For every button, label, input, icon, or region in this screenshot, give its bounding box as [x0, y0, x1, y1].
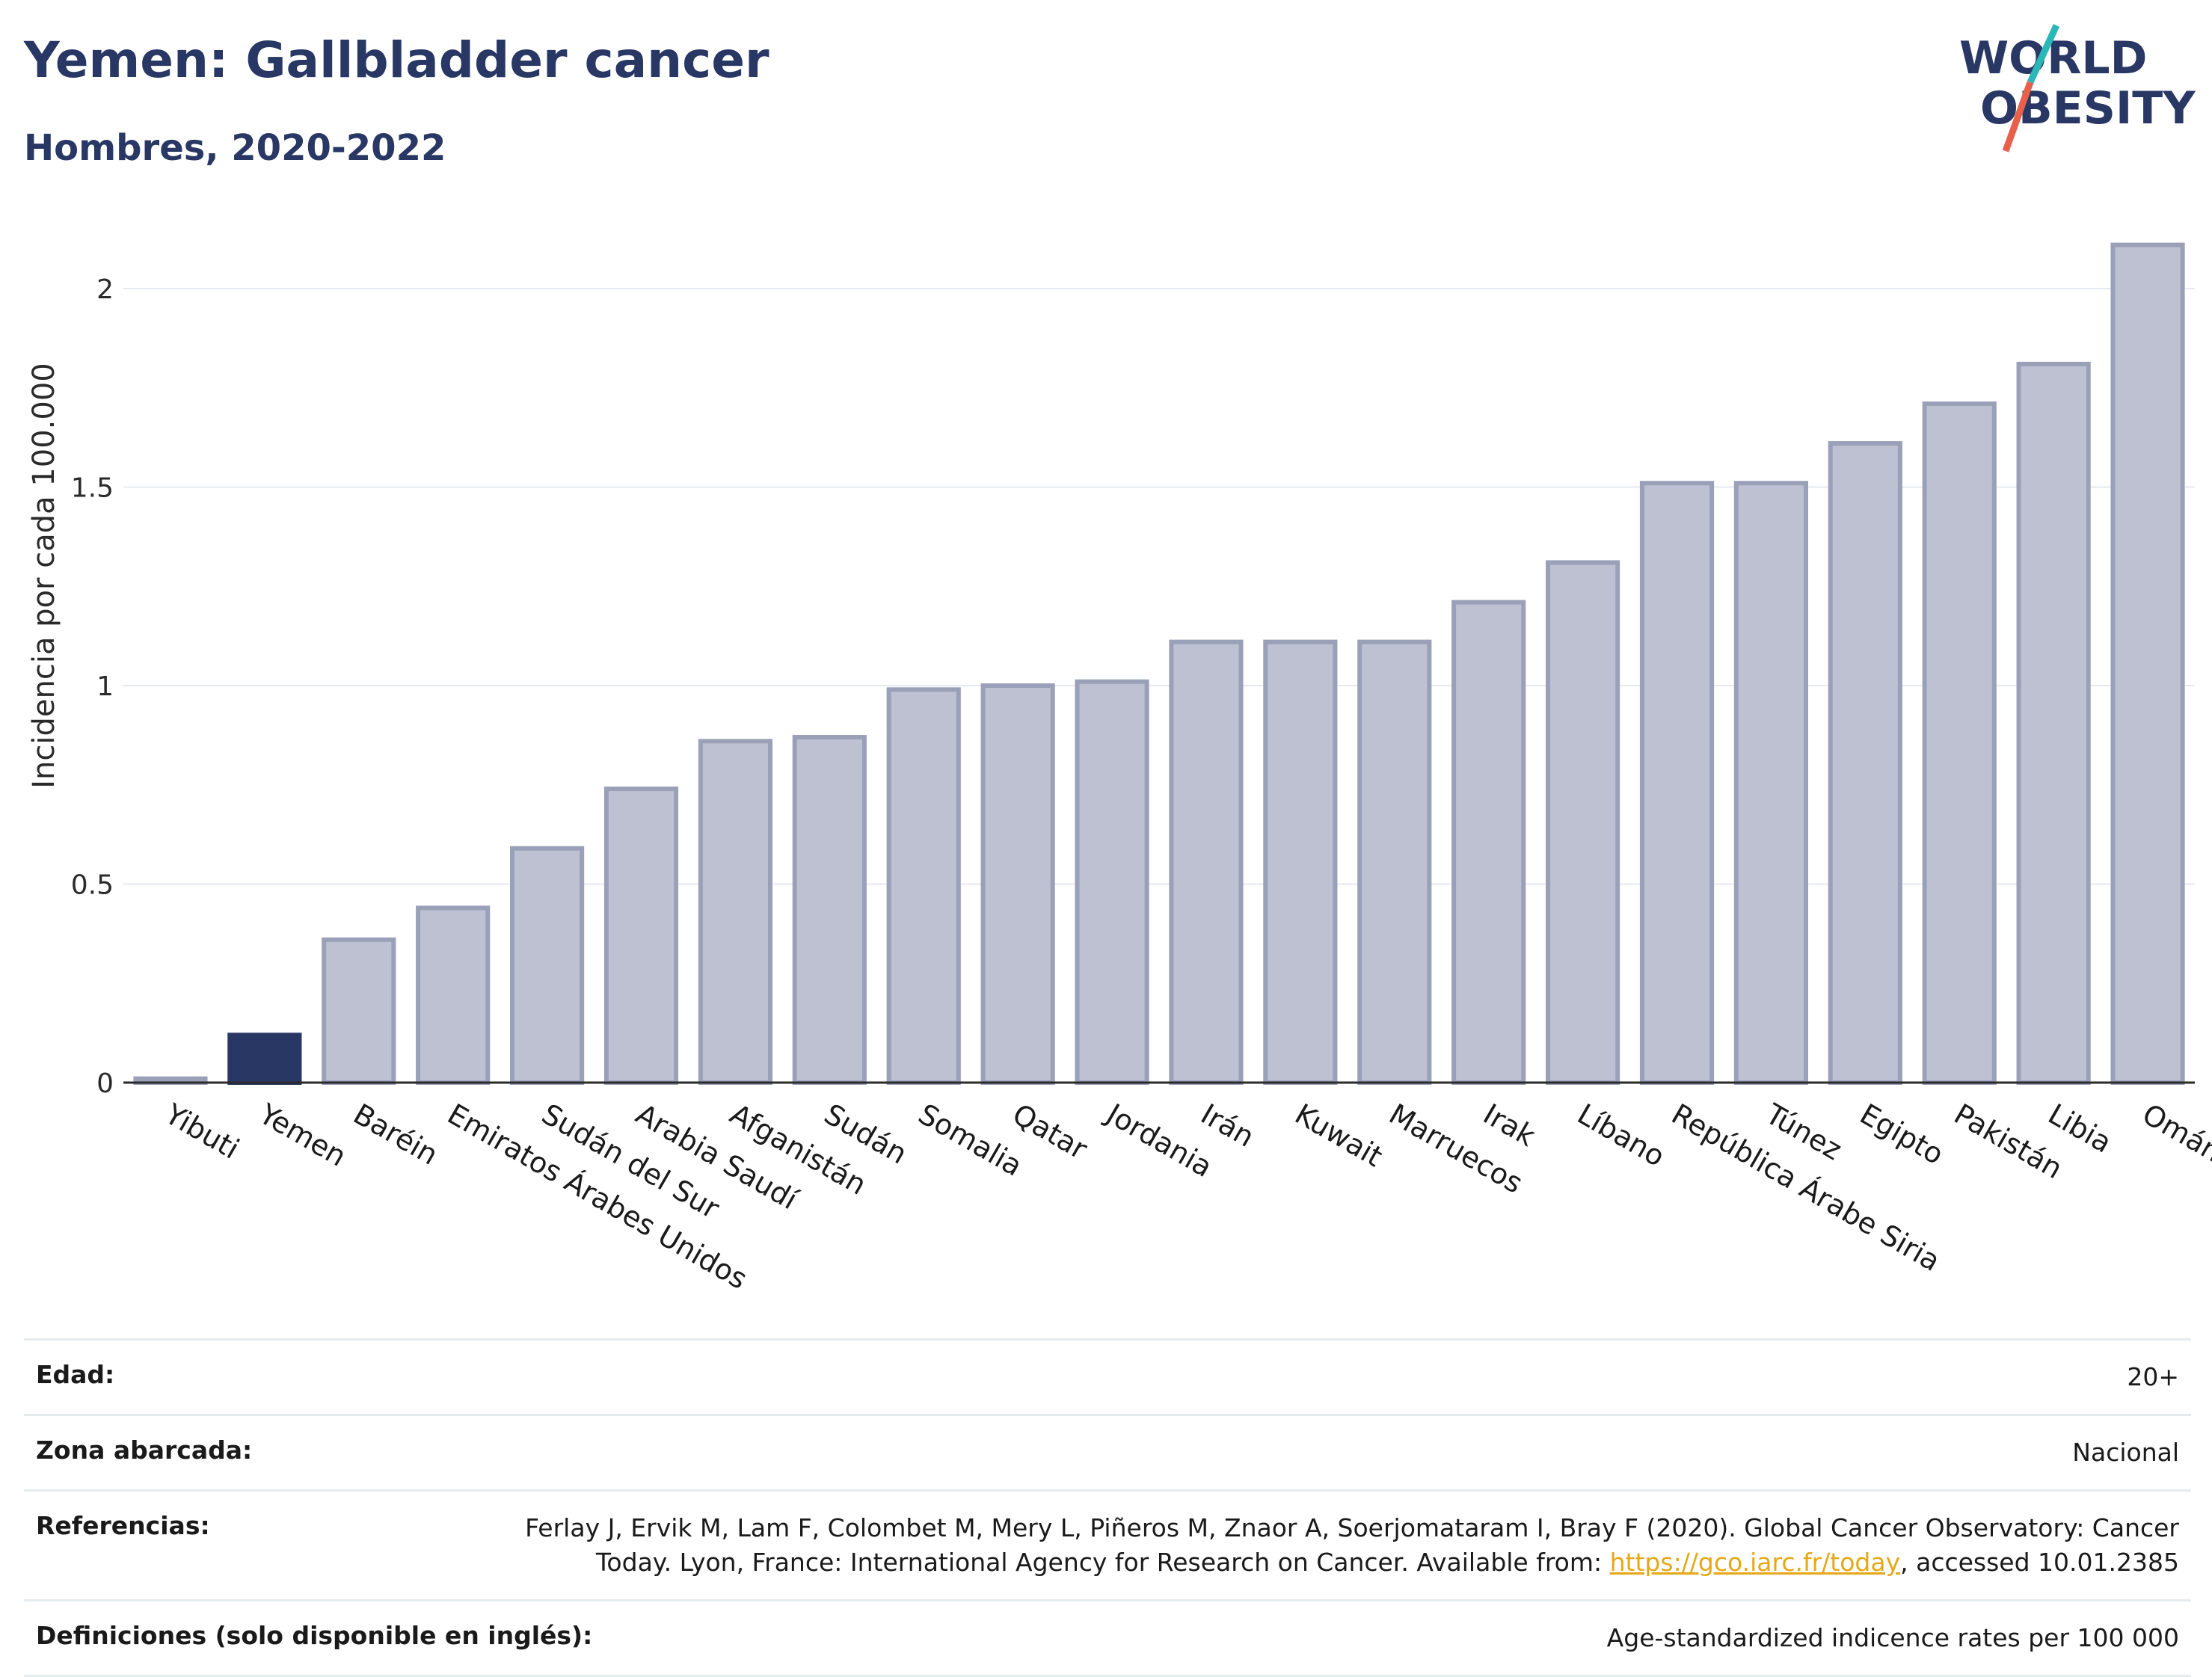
bar-afganistán — [698, 739, 772, 1086]
y-axis-ticks: 0 0.5 1 1.5 2 — [71, 274, 114, 1099]
meta-label-definitions: Definiciones (solo disponible en inglés)… — [36, 1621, 593, 1650]
x-tick-label: Egipto — [1855, 1098, 1950, 1172]
bars — [133, 242, 2185, 1086]
meta-value-age: 20+ — [2127, 1362, 2179, 1391]
meta-label-age: Edad: — [36, 1360, 115, 1389]
meta-row-age: Edad: 20+ — [24, 1338, 2191, 1414]
meta-value-area: Nacional — [2072, 1438, 2179, 1467]
bar-egipto — [1828, 441, 1902, 1085]
logo-line1: WORLD — [1959, 32, 2147, 84]
y-tick-label: 2 — [96, 274, 114, 305]
x-tick-label: Pakistán — [1949, 1098, 2068, 1186]
bar-arabia-saudí — [603, 787, 679, 1086]
x-tick-label: Jordania — [1100, 1097, 1218, 1184]
y-tick-label: 0.5 — [71, 870, 114, 901]
bar-irán — [1169, 639, 1244, 1085]
logo-slash-red — [2002, 81, 2034, 153]
meta-row-area: Zona abarcada: Nacional — [24, 1414, 2191, 1489]
bar-líbano — [1546, 560, 1620, 1085]
logo-slash-teal — [2027, 24, 2060, 84]
x-tick-label: Irán — [1195, 1098, 1259, 1154]
x-tick-label: Somalia — [913, 1098, 1028, 1183]
world-obesity-logo: WORLD OBESITY — [1959, 24, 2196, 153]
x-tick-label: Yemen — [253, 1097, 351, 1173]
bar-baréin — [322, 937, 396, 1085]
reference-line-2-start: Today. Lyon, France: International Agenc… — [595, 1548, 1610, 1577]
bar-kuwait — [1263, 639, 1338, 1085]
reference-line-2: Today. Lyon, France: International Agenc… — [525, 1545, 2179, 1580]
bar-marruecos — [1357, 639, 1432, 1085]
bar-yemen — [227, 1033, 302, 1086]
y-tick-label: 1 — [96, 671, 114, 702]
page-title: Yemen: Gallbladder cancer — [24, 31, 769, 89]
bar-irak — [1451, 600, 1526, 1085]
metadata-table: Edad: 20+ Zona abarcada: Nacional Refere… — [24, 1338, 2191, 1677]
meta-row-references: Referencias: Ferlay J, Ervik M, Lam F, C… — [24, 1489, 2191, 1599]
meta-row-definitions: Definiciones (solo disponible en inglés)… — [24, 1599, 2191, 1677]
meta-value-references: Ferlay J, Ervik M, Lam F, Colombet M, Me… — [525, 1511, 2179, 1580]
bar-emiratos-árabes-unidos — [416, 905, 491, 1085]
reference-line-1: Ferlay J, Ervik M, Lam F, Colombet M, Me… — [525, 1513, 2179, 1542]
bar-pakistán — [1922, 401, 1997, 1085]
x-tick-label: Líbano — [1572, 1098, 1671, 1173]
meta-label-references: Referencias: — [36, 1511, 210, 1540]
y-tick-label: 1.5 — [71, 473, 114, 504]
y-axis-label: Incidencia por cada 100.000 — [27, 363, 61, 789]
meta-label-area: Zona abarcada: — [36, 1436, 253, 1465]
page-subtitle: Hombres, 2020-2022 — [24, 127, 446, 169]
x-tick-label: Omán — [2137, 1098, 2212, 1169]
meta-value-definitions: Age-standardized indicence rates per 100… — [1606, 1623, 2179, 1652]
reference-line-2-end: , accessed 10.01.2385 — [1900, 1548, 2179, 1577]
bar-túnez — [1733, 481, 1808, 1085]
bar-qatar — [980, 683, 1055, 1085]
bar-sudán-del-sur — [510, 846, 585, 1085]
bar-sudán — [792, 735, 867, 1086]
reference-link[interactable]: https://gco.iarc.fr/today — [1609, 1548, 1901, 1577]
bar-república-árabe-siria — [1639, 481, 1715, 1085]
x-tick-label: Irak — [1478, 1098, 1540, 1153]
bar-libia — [2016, 361, 2091, 1085]
x-tick-label: Baréin — [348, 1098, 443, 1172]
y-tick-label: 0 — [96, 1068, 114, 1099]
bar-jordania — [1075, 679, 1149, 1085]
bar-somalia — [886, 687, 961, 1085]
x-tick-label: Kuwait — [1289, 1098, 1388, 1174]
x-tick-label: Yibuti — [159, 1097, 245, 1166]
bar-omán — [2110, 242, 2185, 1086]
